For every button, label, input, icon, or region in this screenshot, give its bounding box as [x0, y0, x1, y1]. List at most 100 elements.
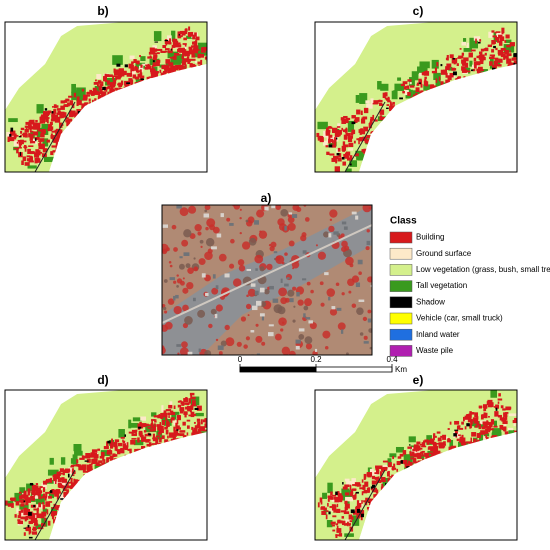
building-patch: [153, 415, 160, 418]
building-patch: [139, 421, 142, 424]
building-patch: [450, 445, 457, 449]
building-patch: [54, 119, 61, 123]
building-patch: [459, 436, 464, 439]
building-patch: [53, 111, 56, 117]
vegetation-spot: [284, 297, 290, 303]
vegetation-spot: [277, 306, 286, 315]
building-patch: [404, 459, 408, 465]
building-patch: [51, 130, 57, 133]
building-patch: [129, 448, 132, 454]
vegetation-spot: [238, 265, 246, 272]
building-patch: [120, 448, 125, 454]
building-patch: [59, 472, 64, 475]
building-patch: [354, 117, 360, 122]
building-patch: [433, 444, 437, 449]
vegetation-patch: [349, 160, 358, 167]
building-patch: [392, 101, 395, 105]
vegetation-spot: [274, 333, 282, 341]
building-patch: [180, 430, 186, 433]
vegetation-patch: [186, 35, 197, 39]
building-patch: [423, 80, 428, 86]
classification-map: [4, 21, 208, 173]
building-patch: [494, 57, 499, 61]
building-patch: [461, 69, 467, 73]
building-patch: [191, 432, 194, 436]
building-patch: [377, 476, 380, 480]
building-patch: [402, 450, 407, 455]
vegetation-spot: [323, 231, 330, 238]
building-patch: [333, 140, 337, 145]
vegetation-spot: [225, 337, 235, 347]
building-patch: [174, 430, 179, 434]
scale-segment: [239, 366, 317, 373]
roof-spot: [255, 300, 262, 306]
vegetation-spot: [256, 209, 265, 218]
building-patch: [62, 112, 67, 118]
building-patch: [485, 422, 490, 426]
roof-spot: [289, 298, 294, 303]
vegetation-patch: [469, 37, 479, 49]
building-patch: [325, 145, 329, 148]
building-patch: [34, 136, 40, 140]
building-patch: [371, 487, 378, 493]
scale-segment: [315, 366, 393, 373]
vegetation-spot: [164, 321, 173, 330]
building-patch: [159, 69, 162, 73]
ground-patch: [409, 82, 412, 85]
building-patch: [476, 420, 479, 426]
building-patch: [20, 509, 24, 513]
vegetation-spot: [275, 205, 282, 210]
building-patch: [113, 79, 117, 84]
vegetation-spot: [363, 335, 368, 340]
building-patch: [361, 491, 364, 496]
building-patch: [186, 56, 190, 59]
building-patch: [192, 396, 196, 400]
building-patch: [53, 477, 56, 482]
building-patch: [330, 144, 337, 148]
building-patch: [335, 523, 339, 526]
roof-spot: [256, 353, 261, 355]
roof-spot: [366, 240, 371, 246]
building-patch: [29, 140, 36, 144]
vegetation-patch: [403, 454, 414, 465]
building-patch: [155, 435, 160, 438]
building-patch: [500, 417, 504, 420]
building-patch: [137, 73, 141, 78]
building-patch: [152, 52, 158, 55]
building-patch: [353, 140, 356, 144]
building-patch: [109, 442, 112, 445]
building-patch: [190, 31, 194, 37]
building-patch: [152, 443, 158, 445]
building-patch: [31, 126, 35, 130]
building-patch: [349, 484, 352, 491]
building-patch: [375, 468, 379, 471]
building-patch: [343, 115, 348, 119]
building-patch: [181, 60, 187, 66]
building-patch: [416, 441, 421, 445]
shadow-patch: [452, 57, 455, 60]
building-patch: [131, 433, 137, 436]
vegetation-spot: [297, 299, 304, 306]
building-patch: [354, 482, 361, 487]
building-patch: [501, 428, 506, 431]
building-patch: [434, 435, 437, 438]
building-patch: [143, 430, 147, 433]
building-patch: [421, 451, 424, 457]
building-patch: [41, 513, 47, 517]
roof-spot: [205, 292, 209, 296]
building-patch: [119, 71, 125, 77]
building-patch: [419, 91, 423, 95]
roof-spot: [183, 252, 190, 257]
building-patch: [192, 48, 199, 54]
building-patch: [39, 140, 42, 146]
vegetation-spot: [341, 240, 348, 248]
building-patch: [54, 137, 59, 141]
panel-label: b): [97, 4, 108, 18]
building-patch: [155, 61, 160, 67]
building-patch: [65, 98, 70, 102]
building-patch: [498, 40, 503, 46]
building-patch: [36, 513, 40, 519]
building-patch: [112, 85, 116, 88]
building-patch: [335, 534, 338, 539]
vegetation-spot: [287, 289, 295, 297]
